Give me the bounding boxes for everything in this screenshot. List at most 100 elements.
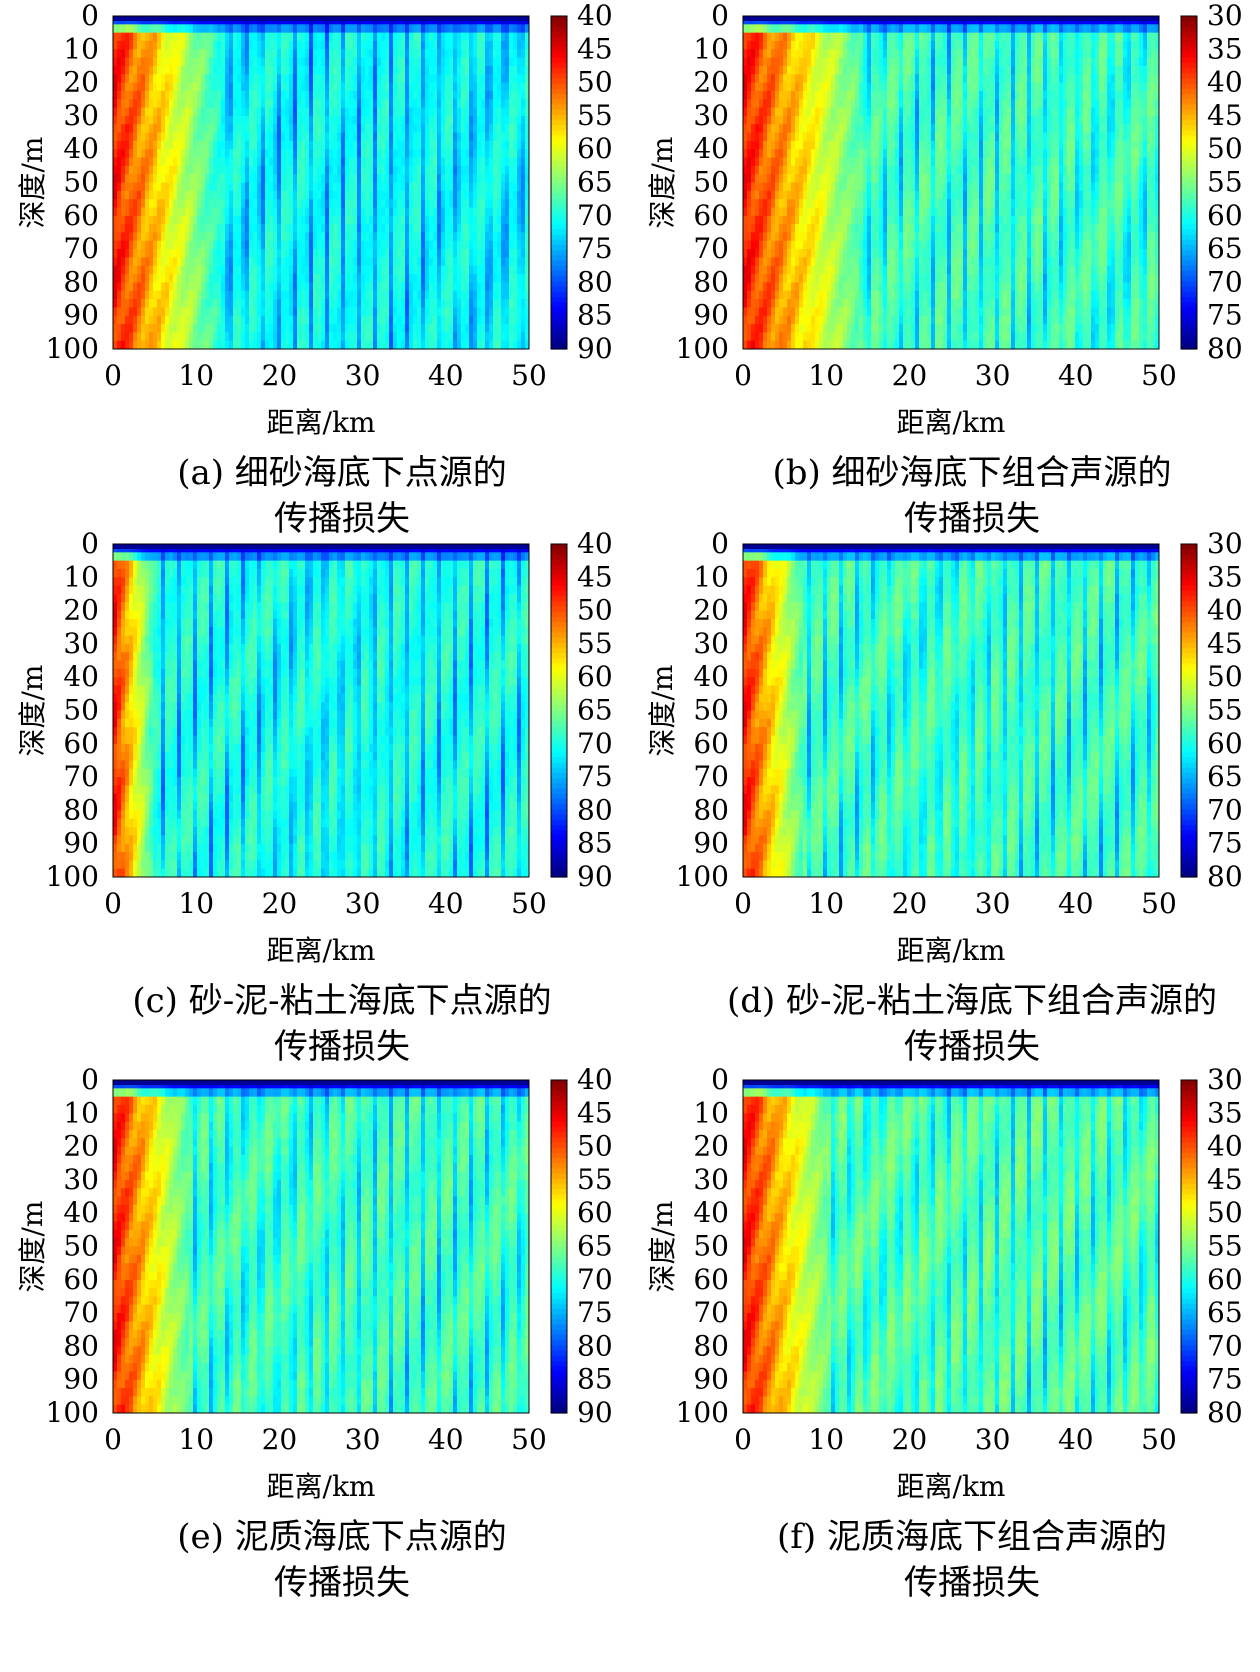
heatmap-cell	[791, 157, 796, 167]
heatmap-cell	[217, 115, 222, 125]
heatmap-cell	[811, 115, 816, 125]
heatmap-cell	[521, 324, 526, 333]
heatmap-cell	[405, 74, 410, 84]
heatmap-cell	[157, 315, 162, 325]
heatmap-cell	[743, 207, 748, 217]
heatmap-cell	[189, 182, 194, 192]
heatmap-cell	[405, 82, 410, 92]
heatmap-cell	[401, 124, 406, 134]
heatmap-cell	[337, 232, 342, 242]
heatmap-cell	[333, 332, 338, 342]
heatmap-cell	[421, 190, 426, 200]
heatmap-cell	[501, 190, 506, 200]
heatmap-cell	[121, 49, 126, 59]
heatmap-cell	[177, 99, 182, 109]
heatmap-cell	[747, 99, 752, 109]
heatmap-cell	[337, 265, 342, 275]
heatmap-cell	[413, 324, 418, 333]
heatmap-cell	[783, 199, 788, 209]
heatmap-cell	[357, 324, 362, 333]
heatmap-cell	[177, 324, 182, 333]
heatmap-cell	[505, 265, 510, 275]
heatmap-cell	[157, 224, 162, 234]
heatmap-cell	[253, 199, 258, 209]
heatmap-cell	[333, 174, 338, 184]
heatmap-cell	[413, 299, 418, 308]
heatmap-cell	[421, 240, 426, 250]
heatmap-cell	[413, 232, 418, 242]
heatmap-cell	[301, 115, 306, 125]
heatmap-cell	[181, 32, 186, 42]
heatmap-cell	[141, 274, 146, 283]
heatmap-cell	[133, 57, 138, 67]
heatmap-cell	[245, 124, 250, 134]
heatmap-cell	[141, 157, 146, 167]
heatmap-cell	[289, 207, 294, 217]
heatmap-cell	[433, 190, 438, 200]
heatmap-cell	[145, 124, 150, 134]
heatmap-cell	[389, 99, 394, 109]
heatmap-cell	[269, 207, 274, 217]
heatmap-cell	[747, 115, 752, 125]
heatmap-cell	[169, 315, 174, 325]
y-tick-label: 70	[63, 232, 99, 265]
heatmap-cell	[425, 282, 430, 292]
heatmap-cell	[501, 40, 506, 50]
heatmap-cell	[501, 65, 506, 75]
heatmap-cell	[815, 40, 820, 50]
heatmap-cell	[197, 107, 202, 117]
heatmap-cell	[441, 99, 446, 109]
heatmap-cell	[301, 140, 306, 150]
heatmap-cell	[305, 274, 310, 283]
heatmap-cell	[345, 282, 350, 292]
heatmap-cell	[281, 24, 286, 34]
heatmap-cell	[353, 232, 358, 242]
heatmap-cell	[401, 149, 406, 159]
heatmap-cell	[501, 290, 506, 300]
heatmap-cell	[453, 299, 458, 308]
heatmap-cell	[485, 340, 490, 349]
heatmap-cell	[265, 140, 270, 150]
heatmap-cell	[373, 49, 378, 59]
heatmap-cell	[165, 290, 170, 300]
heatmap-cell	[233, 274, 238, 283]
heatmap-cell	[309, 315, 314, 325]
heatmap-cell	[767, 24, 772, 34]
heatmap-cell	[297, 99, 302, 109]
heatmap-cell	[317, 282, 322, 292]
heatmap-cell	[257, 82, 262, 92]
heatmap-cell	[441, 190, 446, 200]
heatmap-cell	[457, 215, 462, 225]
heatmap-cell	[241, 332, 246, 342]
heatmap-cell	[117, 65, 122, 75]
heatmap-cell	[461, 274, 466, 283]
heatmap-cell	[429, 74, 434, 84]
x-axis-label: 距离/km	[267, 406, 376, 439]
heatmap-cell	[453, 274, 458, 283]
heatmap-cell	[325, 265, 330, 275]
heatmap-cell	[313, 207, 318, 217]
heatmap-cell	[449, 240, 454, 250]
colorbar-tick-label: 60	[577, 132, 613, 165]
heatmap-cell	[783, 274, 788, 283]
heatmap-cell	[269, 224, 274, 234]
y-tick-label: 10	[63, 32, 99, 65]
heatmap-cell	[165, 315, 170, 325]
heatmap-cell	[489, 82, 494, 92]
heatmap-cell	[417, 207, 422, 217]
heatmap-cell	[759, 257, 764, 267]
heatmap-cell	[425, 24, 430, 34]
heatmap-cell	[173, 265, 178, 275]
heatmap-cell	[401, 174, 406, 184]
heatmap-cell	[389, 240, 394, 250]
heatmap-cell	[309, 257, 314, 267]
heatmap-cell	[767, 215, 772, 225]
heatmap-cell	[755, 74, 760, 84]
heatmap-cell	[505, 190, 510, 200]
heatmap-cell	[281, 40, 286, 50]
heatmap-cell	[457, 174, 462, 184]
heatmap-cell	[385, 232, 390, 242]
heatmap-cell	[369, 174, 374, 184]
heatmap-cell	[345, 199, 350, 209]
heatmap-cell	[137, 257, 142, 267]
